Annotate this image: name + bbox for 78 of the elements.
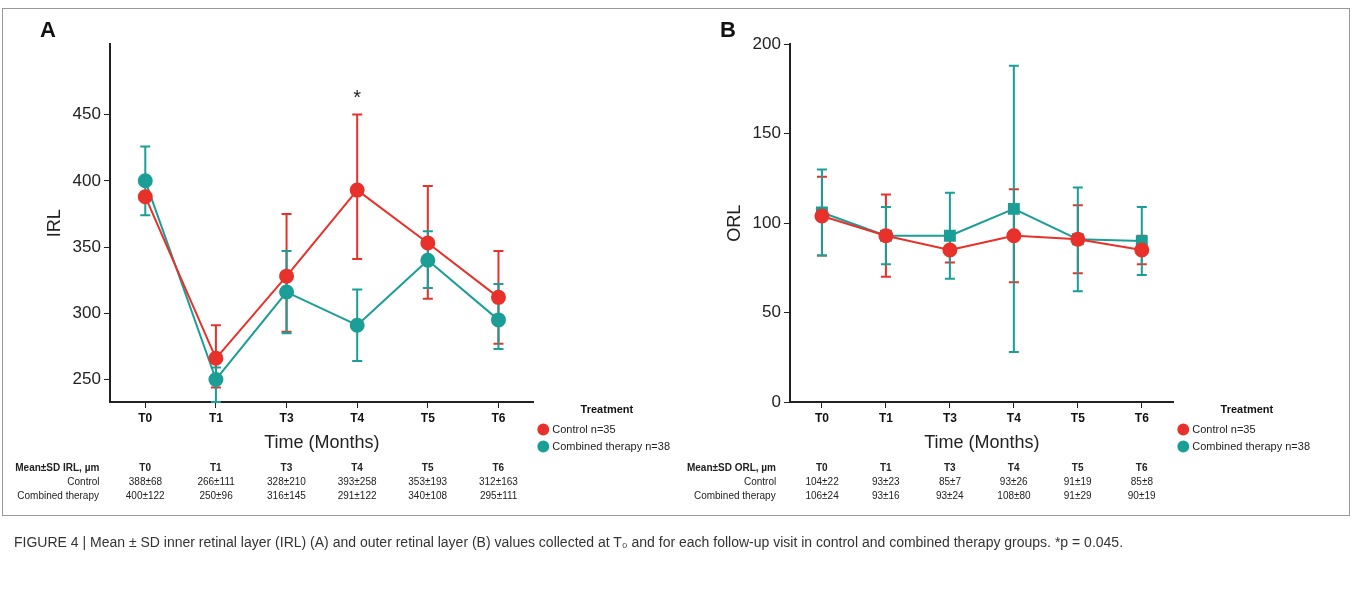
text: Mean±SD ORL, µm (686, 462, 776, 474)
text: Mean±SD IRL, µm (15, 462, 100, 474)
category-label: T6 (1135, 462, 1148, 473)
data-label: 91±29 (1063, 490, 1092, 502)
data-label: 93±16 (871, 490, 900, 502)
x-tick-label: T5 (1070, 410, 1086, 425)
legend-title: Treatment (580, 403, 634, 416)
data-label: 266±111 (197, 476, 235, 488)
annotation: * (353, 86, 362, 109)
data-label: 340±108 (408, 490, 448, 502)
chart-title: A (40, 17, 56, 43)
x-tick-label: T0 (814, 410, 830, 425)
x-tick-label: T1 (208, 410, 224, 425)
data-label: 250±96 (199, 490, 233, 502)
y-tick-label: 350 (72, 236, 101, 256)
data-label: 106±24 (805, 490, 839, 502)
data-label: 104±22 (805, 476, 839, 488)
data-label: 291±122 (337, 490, 377, 502)
data-label: 393±258 (337, 476, 377, 488)
legend-label: Combined therapy n=38 (1192, 439, 1310, 452)
x-tick-label: T1 (878, 410, 894, 425)
category-label: T4 (1007, 462, 1020, 473)
data-label: 85±7 (938, 476, 962, 488)
y-tick-label: 200 (752, 34, 781, 54)
data-label: 85±8 (1130, 476, 1153, 488)
y-tick-label: 0 (771, 391, 781, 411)
legend-title: Treatment (1220, 403, 1274, 416)
caption: FIGURE 4 | Mean ± SD inner retinal layer (IRL) (A) and outer retinal layer (B) values collected at T₀ and for each follow-up visit in control and combined therapy groups. *p = 0.045. (14, 533, 1124, 552)
y-axis-title: IRL (43, 209, 64, 238)
data-label: 108±80 (997, 490, 1031, 502)
y-tick-label: 250 (72, 369, 101, 389)
data-label: 388±68 (128, 476, 163, 488)
data-label: 93±23 (871, 476, 900, 488)
data-label: 400±122 (125, 490, 165, 502)
x-tick-label: T4 (1006, 410, 1022, 425)
x-axis-title: Time (Months) (924, 432, 1040, 453)
data-label: 295±111 (479, 490, 518, 502)
x-tick-label: T3 (279, 410, 294, 425)
y-tick-label: 400 (72, 170, 101, 190)
y-tick-label: 50 (762, 302, 781, 322)
data-label: 91±19 (1063, 476, 1092, 488)
y-axis-title: ORL (723, 204, 744, 242)
data-label: 316±145 (267, 490, 306, 502)
legend-label: Combined therapy n=38 (552, 439, 670, 452)
x-tick-label: T4 (350, 410, 365, 425)
legend-label: Control n=35 (1192, 422, 1256, 435)
text: Control (743, 476, 777, 488)
text: Control (67, 476, 100, 488)
category-label: T0 (139, 462, 151, 473)
y-tick-label: 150 (752, 123, 781, 143)
data-label: 312±163 (478, 476, 518, 488)
category-label: T6 (492, 462, 505, 473)
text: Combined therapy (693, 490, 776, 502)
data-label: 353±193 (408, 476, 448, 488)
category-label: T3 (943, 462, 956, 473)
y-tick-label: 100 (752, 212, 781, 232)
category-label: T5 (1071, 462, 1084, 473)
x-tick-label: T3 (942, 410, 958, 425)
y-tick-label: 300 (72, 302, 101, 322)
data-label: 93±26 (999, 476, 1028, 488)
text: Combined therapy (17, 490, 99, 502)
category-label: T0 (815, 462, 828, 473)
legend-label: Control n=35 (552, 422, 616, 435)
x-tick-label: T6 (491, 410, 506, 425)
x-tick-label: T5 (420, 410, 436, 425)
x-axis-title: Time (Months) (264, 432, 380, 453)
category-label: T1 (209, 462, 222, 473)
data-label: 93±24 (935, 490, 964, 502)
x-tick-label: T6 (1134, 410, 1150, 425)
x-tick-label: T0 (138, 410, 153, 425)
category-label: T4 (351, 462, 363, 473)
chart-title: B (720, 17, 736, 43)
category-label: T1 (879, 462, 892, 473)
data-label: 328±210 (267, 476, 306, 488)
data-label: 90±19 (1127, 490, 1156, 502)
category-label: T5 (421, 462, 434, 473)
category-label: T3 (280, 462, 293, 473)
y-tick-label: 450 (72, 104, 101, 124)
